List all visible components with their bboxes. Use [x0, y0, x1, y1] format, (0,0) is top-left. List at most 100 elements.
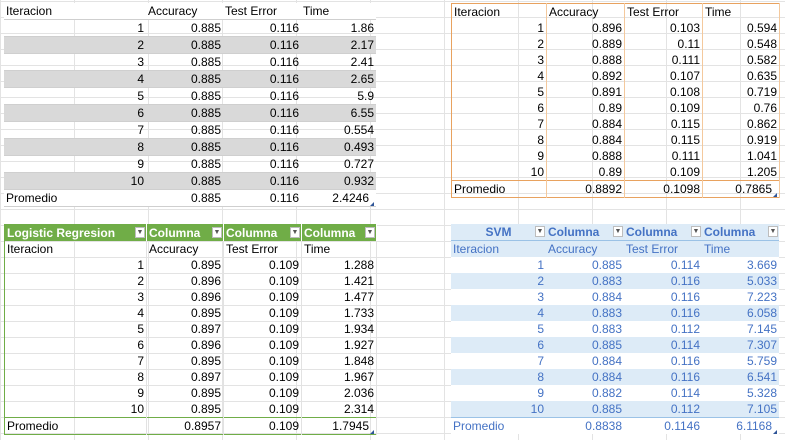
table-cell[interactable]: 0.892	[546, 68, 625, 84]
table-cell[interactable]: 10	[451, 164, 547, 181]
footer-cell[interactable]: 0.1146	[624, 417, 702, 434]
table-cell[interactable]: 0.885	[146, 155, 223, 173]
table-cell[interactable]: 0.109	[223, 353, 302, 369]
column-title-header[interactable]: Columna ▼	[301, 224, 377, 241]
table-cell[interactable]: 0.116	[223, 172, 301, 190]
table-cell[interactable]: 0.895	[146, 401, 224, 418]
table-cell[interactable]: 1.967	[301, 369, 377, 385]
table-cell[interactable]: 9	[451, 385, 546, 401]
table-cell[interactable]: 0.885	[146, 36, 223, 54]
table-cell[interactable]: 1	[451, 257, 546, 273]
table-cell[interactable]: 0.109	[223, 369, 302, 385]
table-cell[interactable]: 0.109	[624, 100, 703, 116]
table-cell[interactable]: 0.116	[223, 19, 301, 37]
dropdown-arrow-icon[interactable]: ▼	[290, 227, 300, 238]
table-cell[interactable]: 0.895	[146, 257, 224, 273]
table-cell[interactable]: 0.885	[546, 337, 624, 353]
table-cell[interactable]: 2	[451, 273, 546, 289]
table-cell[interactable]: 1.477	[301, 289, 377, 305]
table-cell[interactable]: 3	[451, 289, 546, 305]
table-cell[interactable]: 1	[4, 257, 147, 273]
column-title-header[interactable]: SVM ▼	[451, 224, 546, 241]
table-cell[interactable]: 0.891	[546, 84, 625, 100]
resize-handle-icon[interactable]	[773, 192, 777, 197]
table-cell[interactable]: 7.223	[702, 289, 779, 305]
table-cell[interactable]: 1	[451, 20, 547, 36]
table-cell[interactable]: 8	[4, 369, 147, 385]
table-cell[interactable]: 8	[451, 132, 547, 148]
table-cell[interactable]: 7	[4, 353, 147, 369]
table-cell[interactable]: 6.541	[702, 369, 779, 385]
table-cell[interactable]: 0.109	[223, 401, 302, 418]
table-cell[interactable]: 6.55	[301, 104, 376, 122]
table-cell[interactable]: 0.727	[301, 155, 376, 173]
table-cell[interactable]: 6	[451, 337, 546, 353]
table-cell[interactable]: 0.548	[702, 36, 780, 52]
column-title-header[interactable]: Logistic Regresion ▼	[4, 224, 147, 241]
table-cell[interactable]: 0.884	[546, 353, 624, 369]
footer-cell[interactable]: 2.4246	[301, 189, 376, 207]
table-cell[interactable]: 2.65	[301, 70, 376, 88]
table-cell[interactable]: 0.895	[146, 305, 224, 321]
footer-cell[interactable]: Promedio	[4, 417, 147, 435]
table-cell[interactable]: 0.116	[223, 53, 301, 71]
table-cell[interactable]: 5.328	[702, 385, 779, 401]
table-cell[interactable]: 3	[4, 289, 147, 305]
table-cell[interactable]: 0.883	[546, 305, 624, 321]
table-cell[interactable]: 0.109	[223, 289, 302, 305]
table-cell[interactable]: 0.116	[223, 36, 301, 54]
table-cell[interactable]: 3.669	[702, 257, 779, 273]
table-cell[interactable]: 0.108	[624, 84, 703, 100]
table-cell[interactable]: 0.885	[146, 53, 223, 71]
table-cell[interactable]: 7.307	[702, 337, 779, 353]
table-cell[interactable]: 0.885	[146, 19, 223, 37]
table-cell[interactable]: 0.885	[146, 172, 223, 190]
table-cell[interactable]: 0.76	[702, 100, 780, 116]
table-cell[interactable]: 1.848	[301, 353, 377, 369]
table-cell[interactable]: 5.759	[702, 353, 779, 369]
dropdown-arrow-icon[interactable]: ▼	[613, 226, 623, 237]
table-cell[interactable]: 0.116	[223, 104, 301, 122]
table-cell[interactable]: 0.895	[146, 353, 224, 369]
table-cell[interactable]: 0.112	[624, 321, 702, 337]
table-cell[interactable]: 0.109	[223, 385, 302, 401]
table-cell[interactable]: 0.882	[546, 385, 624, 401]
dropdown-arrow-icon[interactable]: ▼	[365, 227, 375, 238]
table-cell[interactable]: 0.115	[624, 116, 703, 132]
table-cell[interactable]: 0.89	[546, 164, 625, 181]
table-cell[interactable]: 0.594	[702, 20, 780, 36]
table-cell[interactable]: 0.884	[546, 116, 625, 132]
table-cell[interactable]: 10	[451, 401, 546, 418]
table-cell[interactable]: 1.934	[301, 321, 377, 337]
table-cell[interactable]: 0.888	[546, 52, 625, 68]
footer-cell[interactable]: Promedio	[4, 189, 146, 207]
footer-cell[interactable]: Promedio	[451, 180, 547, 198]
table-cell[interactable]: 0.895	[146, 385, 224, 401]
footer-cell[interactable]: 6.1168	[702, 417, 779, 434]
table-cell[interactable]: 0.116	[624, 273, 702, 289]
table-cell[interactable]: 1.733	[301, 305, 377, 321]
footer-cell[interactable]: 0.8838	[546, 417, 624, 434]
table-cell[interactable]: 0.889	[546, 36, 625, 52]
dropdown-arrow-icon[interactable]: ▼	[535, 226, 545, 237]
table-cell[interactable]: 0.885	[146, 87, 223, 105]
table-cell[interactable]: 1.205	[702, 164, 780, 181]
table-cell[interactable]: 5	[451, 321, 546, 337]
table-cell[interactable]: 0.112	[624, 401, 702, 418]
table-cell[interactable]: 0.885	[146, 104, 223, 122]
table-cell[interactable]: 5.9	[301, 87, 376, 105]
table-cell[interactable]: 0.493	[301, 138, 376, 156]
table-cell[interactable]: 0.883	[546, 273, 624, 289]
table-cell[interactable]: 0.884	[546, 132, 625, 148]
table-cell[interactable]: 0.582	[702, 52, 780, 68]
table-cell[interactable]: 0.116	[223, 121, 301, 139]
table-cell[interactable]: 2	[4, 36, 146, 54]
table-cell[interactable]: 0.862	[702, 116, 780, 132]
table-cell[interactable]: 0.116	[624, 353, 702, 369]
table-cell[interactable]: 0.884	[546, 369, 624, 385]
table-cell[interactable]: 2.41	[301, 53, 376, 71]
dropdown-arrow-icon[interactable]: ▼	[212, 227, 222, 238]
table-cell[interactable]: 0.109	[223, 257, 302, 273]
table-cell[interactable]: 4	[451, 305, 546, 321]
table-cell[interactable]: 0.554	[301, 121, 376, 139]
